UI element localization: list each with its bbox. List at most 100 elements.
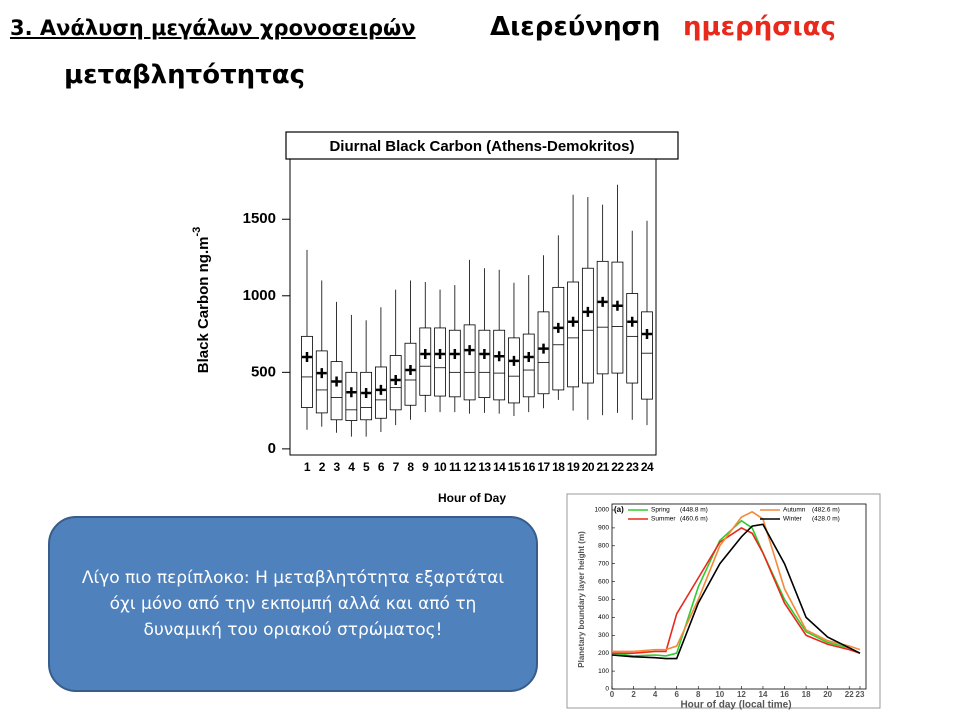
y-tick-label: 500	[251, 363, 276, 380]
legend-note: (448.8 m)	[680, 507, 708, 514]
x-tick-label: 4	[348, 460, 355, 474]
slide-title-part: Διερεύνηση	[490, 12, 661, 42]
x-axis-label: Hour of Day	[438, 491, 506, 505]
box	[596, 260, 609, 375]
panel-label: (a)	[614, 505, 624, 514]
x-tick-label: 13	[478, 460, 491, 474]
callout: Λίγο πιο περίπλοκο: Η μεταβλητότητα εξαρ…	[48, 516, 538, 692]
y-tick-label: 600	[598, 578, 609, 585]
x-tick-label: 1	[304, 460, 311, 474]
x-tick-label: 6	[674, 690, 679, 699]
x-tick-label: 24	[641, 460, 654, 474]
legend-note: (482.6 m)	[812, 507, 840, 514]
x-tick-label: 21	[596, 460, 609, 474]
x-tick-label: 0	[610, 690, 615, 699]
y-tick-label: 1000	[243, 287, 276, 304]
box	[434, 327, 446, 397]
mean-marker	[508, 355, 519, 366]
y-tick-label: 200	[598, 650, 609, 657]
x-tick-label: 20	[823, 690, 832, 699]
box	[552, 286, 565, 391]
slide-title-part: 3. Ανάλυση μεγάλων χρονοσειρών	[10, 16, 416, 40]
plot-frame	[611, 503, 867, 690]
x-tick-label: 23	[856, 690, 865, 699]
title-box	[285, 131, 679, 160]
x-tick-label: 22	[611, 460, 624, 474]
y-axis-label: Planetary boundary layer height (m)	[577, 531, 586, 668]
legend-note: (460.6 m)	[680, 516, 708, 523]
slide-title-part: μεταβλητότητας	[64, 60, 306, 90]
y-tick-label: 800	[598, 543, 609, 550]
mean-marker	[405, 365, 416, 376]
box	[611, 261, 624, 374]
line	[611, 523, 861, 660]
box	[581, 267, 594, 384]
box	[301, 335, 313, 408]
x-tick-label: 15	[508, 460, 521, 474]
inset-frame	[566, 493, 881, 709]
box	[567, 281, 579, 388]
x-tick-label: 8	[696, 690, 701, 699]
y-tick-label: 1500	[243, 210, 276, 227]
mean-marker	[582, 306, 593, 317]
legend-label: Autumn	[783, 507, 806, 514]
x-tick-label: 4	[653, 690, 658, 699]
mean-marker	[479, 348, 490, 359]
box	[419, 327, 432, 396]
box	[522, 333, 535, 398]
y-axis-label: Black Carbon ng.m-3	[191, 227, 212, 373]
mean-marker	[375, 384, 386, 395]
box	[493, 329, 506, 401]
x-tick-label: 7	[393, 460, 400, 474]
x-tick-label: 12	[463, 460, 476, 474]
y-tick-label: 300	[598, 632, 609, 639]
mean-marker	[302, 352, 312, 363]
box	[508, 337, 520, 404]
x-tick-label: 2	[631, 690, 636, 699]
mean-marker	[642, 329, 652, 340]
x-tick-label: 6	[378, 460, 385, 474]
mean-marker	[331, 376, 342, 387]
y-tick-label: 1000	[595, 507, 610, 514]
line	[612, 526, 861, 654]
x-tick-label: 17	[537, 460, 550, 474]
y-tick-label: 700	[598, 560, 609, 567]
x-tick-label: 8	[407, 460, 414, 474]
mean-marker	[568, 316, 579, 327]
legend-label: Winter	[783, 516, 803, 523]
x-tick-label: 14	[493, 460, 506, 474]
mean-marker	[449, 348, 460, 359]
x-tick-label: 5	[363, 460, 370, 474]
chart-title: Diurnal Black Carbon (Athens-Demokritos)	[329, 138, 634, 155]
box	[478, 329, 491, 398]
mean-marker	[464, 345, 475, 356]
mean-marker	[523, 352, 534, 363]
mean-marker	[538, 343, 549, 354]
x-tick-label: 11	[449, 460, 462, 474]
mean-marker	[435, 348, 446, 359]
mean-marker	[627, 316, 638, 327]
x-tick-label: 19	[567, 460, 580, 474]
x-tick-label: 10	[715, 690, 724, 699]
y-axis-label-text: Black Carbon ng.m	[195, 237, 212, 374]
box	[315, 350, 328, 414]
mean-marker	[612, 300, 623, 311]
x-tick-label: 20	[582, 460, 595, 474]
x-tick-label: 23	[626, 460, 639, 474]
box	[463, 324, 476, 401]
y-tick-label: 0	[605, 686, 609, 693]
slide-title-part: ημερήσιας	[683, 12, 836, 42]
mean-marker	[494, 351, 505, 362]
legend-note: (428.0 m)	[812, 516, 840, 523]
y-axis-label-sup: -3	[191, 227, 203, 237]
y-tick-label: 400	[598, 614, 609, 621]
mean-marker	[390, 374, 401, 385]
x-tick-label: 2	[319, 460, 326, 474]
mean-marker	[361, 387, 372, 398]
x-tick-label: 3	[333, 460, 340, 474]
x-tick-label: 18	[552, 460, 565, 474]
mean-marker	[316, 368, 327, 379]
mean-marker	[597, 296, 608, 307]
box	[448, 329, 461, 398]
